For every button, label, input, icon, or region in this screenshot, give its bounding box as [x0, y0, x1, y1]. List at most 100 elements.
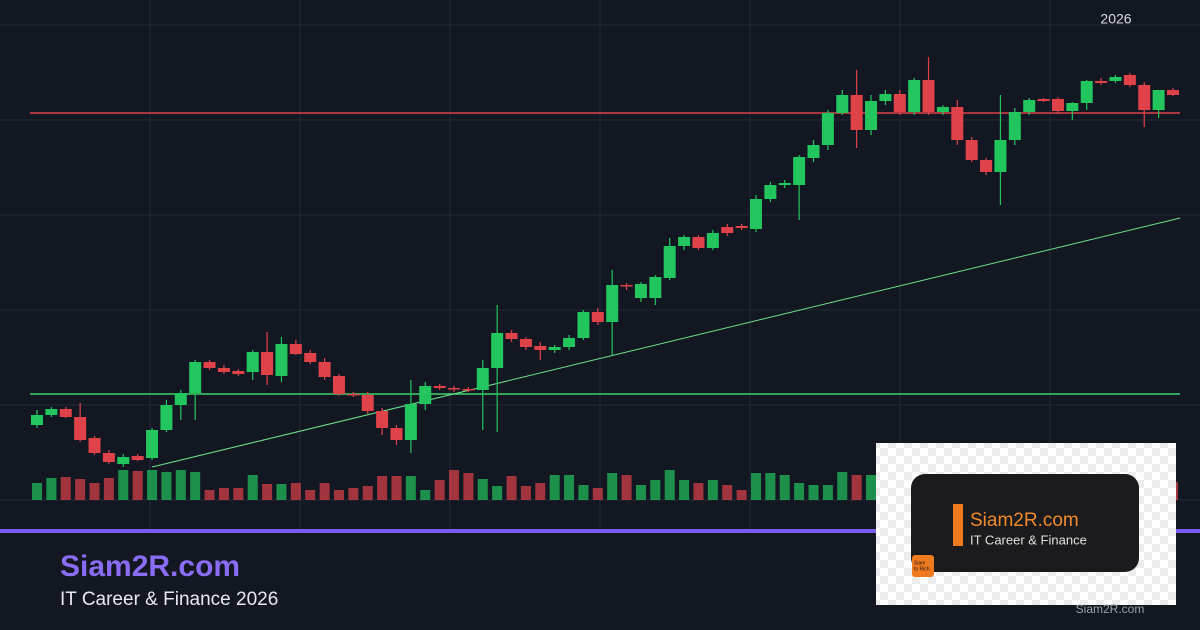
volume-bar	[794, 483, 805, 500]
volume-bar	[434, 480, 445, 500]
candle-body	[548, 347, 561, 350]
candle-body	[936, 107, 949, 112]
candle-body	[448, 388, 461, 390]
candle-body	[879, 94, 892, 101]
candle-body	[74, 417, 87, 440]
candle-body	[102, 453, 115, 462]
badge-icon-text: Siam	[914, 560, 925, 566]
volume-bar	[348, 488, 359, 500]
volume-bar	[621, 475, 632, 500]
candle-body	[534, 346, 547, 350]
volume-bar	[492, 486, 503, 500]
candle-body	[965, 140, 978, 160]
volume-bar	[32, 483, 42, 500]
candle-body	[289, 344, 302, 354]
caption: Siam2R.com	[1076, 602, 1145, 616]
footer-title: Siam2R.com	[60, 550, 240, 583]
candle-body	[678, 237, 691, 246]
volume-bar	[765, 473, 776, 500]
candle-body	[764, 185, 777, 199]
volume-bar	[564, 475, 575, 500]
candle-body	[865, 101, 878, 130]
volume-bar	[750, 473, 761, 500]
volume-bar	[477, 479, 488, 500]
candle-body	[275, 344, 288, 376]
candle-body	[505, 333, 518, 339]
candle-body	[735, 226, 748, 228]
badge-title: Siam2R.com	[970, 510, 1079, 531]
candle-body	[591, 312, 604, 322]
volume-bar	[664, 470, 675, 500]
volume-bar	[506, 476, 517, 500]
badge-subtitle: IT Career & Finance	[970, 532, 1087, 547]
candle-body	[663, 246, 676, 278]
badge-accent	[953, 504, 963, 546]
volume-bar	[851, 475, 862, 500]
volume-bar	[262, 484, 273, 500]
candle-body	[160, 405, 173, 430]
candle-body	[692, 237, 705, 248]
volume-bar	[449, 470, 460, 500]
candle-body	[1037, 99, 1050, 101]
candle-body	[908, 80, 921, 112]
volume-bar	[722, 485, 733, 500]
volume-bar	[377, 476, 388, 500]
candle-body	[433, 386, 446, 388]
candle-body	[1080, 81, 1093, 103]
volume-bar	[420, 490, 431, 500]
volume-bar	[837, 472, 848, 500]
candle-body	[519, 339, 532, 347]
candle-body	[45, 409, 58, 415]
volume-bar	[132, 471, 143, 500]
volume-bar	[362, 486, 373, 500]
candle-body	[318, 362, 331, 377]
candle-body	[721, 227, 734, 233]
candle-body	[980, 160, 993, 172]
divider	[0, 529, 1200, 533]
volume-bar	[736, 490, 747, 500]
candle-body	[189, 362, 202, 393]
candle-body	[261, 352, 274, 375]
candle-body	[304, 353, 317, 362]
candle-body	[174, 393, 187, 405]
badge: Siam2R.com IT Career & Finance Siam to R…	[876, 443, 1176, 605]
volume-bar	[190, 472, 201, 500]
volume-bar	[147, 470, 158, 500]
candle-body	[922, 80, 935, 112]
volume-bar	[161, 472, 172, 500]
candle-body	[232, 371, 245, 374]
volume-bar	[204, 490, 215, 500]
volume-bar	[305, 490, 316, 500]
volume-bar	[46, 478, 57, 500]
candle-body	[217, 368, 230, 372]
candle-body	[390, 428, 403, 440]
badge-icon-text: to Rich	[914, 566, 930, 572]
volume-bar	[707, 480, 718, 500]
badge-card	[911, 474, 1139, 572]
candle-body	[893, 94, 906, 112]
volume-bar	[866, 475, 877, 500]
candle-body	[419, 386, 432, 404]
candle-body	[1123, 75, 1136, 85]
candle-body	[376, 411, 389, 428]
volume-bar	[635, 485, 646, 500]
candle-body	[404, 404, 417, 440]
volume-bar	[693, 483, 704, 500]
candle-body	[131, 456, 144, 460]
volume-bar	[520, 486, 531, 500]
candle-body	[620, 285, 633, 287]
volume-bar	[405, 476, 416, 500]
candle-body	[850, 95, 863, 130]
candle-body	[146, 430, 159, 458]
candle-body	[749, 199, 762, 229]
volume-bar	[276, 484, 287, 500]
candle-body	[821, 113, 834, 145]
candle-body	[476, 368, 489, 390]
volume-bar	[578, 485, 589, 500]
candle-body	[1167, 90, 1179, 95]
volume-bar	[391, 476, 402, 500]
candle-body	[649, 277, 662, 298]
candle-body	[1023, 100, 1036, 112]
candle-body	[836, 95, 849, 113]
